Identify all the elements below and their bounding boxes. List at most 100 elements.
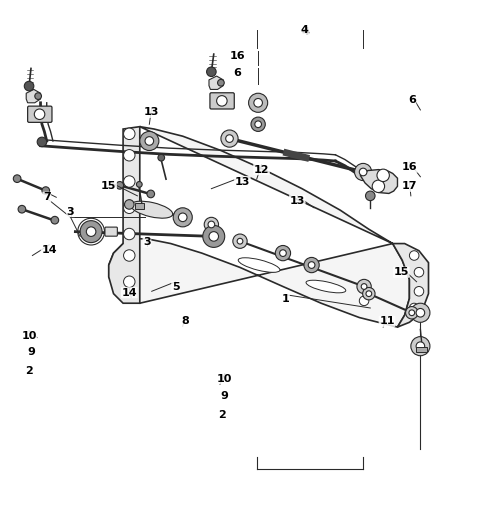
Circle shape — [80, 221, 102, 243]
Circle shape — [361, 284, 367, 289]
Circle shape — [416, 309, 425, 317]
Text: 2: 2 — [218, 410, 226, 421]
Text: 15: 15 — [394, 267, 409, 277]
Circle shape — [174, 211, 184, 221]
Circle shape — [251, 117, 265, 131]
Polygon shape — [360, 170, 397, 194]
Circle shape — [409, 303, 419, 313]
Circle shape — [140, 131, 159, 151]
Text: 3: 3 — [67, 206, 74, 217]
Circle shape — [255, 121, 262, 128]
Ellipse shape — [131, 201, 173, 218]
Circle shape — [226, 135, 233, 143]
Circle shape — [13, 175, 21, 182]
Circle shape — [206, 67, 216, 77]
Circle shape — [409, 310, 415, 316]
Circle shape — [357, 280, 371, 294]
Circle shape — [136, 181, 142, 187]
FancyBboxPatch shape — [105, 227, 117, 236]
Circle shape — [123, 276, 135, 288]
Circle shape — [204, 217, 218, 231]
Text: 14: 14 — [41, 245, 57, 255]
Circle shape — [372, 180, 384, 193]
Text: 4: 4 — [302, 27, 310, 37]
Circle shape — [280, 250, 286, 257]
Circle shape — [363, 288, 375, 300]
Circle shape — [203, 225, 225, 247]
Circle shape — [414, 287, 424, 296]
Circle shape — [221, 130, 238, 147]
Circle shape — [86, 227, 96, 237]
Circle shape — [124, 200, 134, 209]
Circle shape — [158, 154, 165, 161]
Text: 10: 10 — [217, 374, 232, 384]
Text: 1: 1 — [281, 294, 289, 305]
Text: 6: 6 — [408, 96, 416, 105]
Text: 16: 16 — [230, 51, 245, 61]
Circle shape — [355, 164, 372, 180]
Text: 9: 9 — [27, 347, 35, 357]
Text: 13: 13 — [144, 107, 159, 118]
Circle shape — [18, 205, 26, 213]
Circle shape — [35, 93, 41, 100]
Polygon shape — [393, 244, 429, 327]
Circle shape — [147, 190, 155, 198]
Text: 11: 11 — [379, 316, 395, 327]
Text: 3: 3 — [143, 237, 151, 247]
Text: 7: 7 — [43, 192, 50, 202]
Circle shape — [208, 221, 215, 228]
Circle shape — [377, 169, 389, 181]
Text: 2: 2 — [25, 366, 33, 376]
Circle shape — [414, 267, 424, 277]
Circle shape — [409, 251, 419, 260]
Circle shape — [216, 96, 227, 106]
FancyBboxPatch shape — [28, 106, 52, 122]
Text: 12: 12 — [254, 165, 269, 175]
Text: 13: 13 — [235, 176, 250, 187]
Circle shape — [116, 181, 123, 189]
Circle shape — [254, 99, 263, 107]
Circle shape — [34, 109, 45, 120]
Circle shape — [406, 307, 418, 319]
FancyBboxPatch shape — [134, 203, 144, 209]
Circle shape — [123, 228, 135, 240]
FancyBboxPatch shape — [416, 346, 427, 353]
Circle shape — [360, 296, 369, 306]
Circle shape — [233, 234, 247, 248]
Text: 15: 15 — [101, 181, 117, 191]
Circle shape — [237, 238, 243, 244]
Circle shape — [365, 191, 375, 201]
Circle shape — [51, 216, 59, 224]
Text: 10: 10 — [22, 331, 37, 341]
Circle shape — [173, 208, 192, 227]
Polygon shape — [109, 127, 409, 327]
Circle shape — [416, 342, 425, 351]
Text: 14: 14 — [121, 288, 137, 298]
Circle shape — [249, 93, 268, 112]
Circle shape — [276, 245, 290, 261]
Circle shape — [123, 202, 135, 214]
Circle shape — [411, 337, 430, 356]
Circle shape — [123, 128, 135, 140]
Circle shape — [24, 81, 34, 91]
Text: 8: 8 — [181, 316, 189, 327]
Text: 4: 4 — [300, 25, 308, 35]
Circle shape — [209, 231, 218, 241]
Polygon shape — [209, 76, 223, 89]
FancyBboxPatch shape — [210, 93, 234, 109]
Circle shape — [123, 150, 135, 161]
Circle shape — [123, 250, 135, 261]
Circle shape — [145, 136, 154, 145]
Circle shape — [308, 262, 315, 268]
Circle shape — [217, 79, 224, 86]
Text: 13: 13 — [289, 196, 305, 205]
Text: 6: 6 — [234, 68, 241, 78]
Circle shape — [411, 303, 430, 322]
Ellipse shape — [238, 258, 280, 272]
Circle shape — [366, 291, 372, 296]
Text: 17: 17 — [402, 181, 417, 191]
Text: 16: 16 — [402, 162, 417, 172]
Polygon shape — [109, 127, 140, 303]
Circle shape — [42, 187, 49, 194]
Circle shape — [123, 176, 135, 187]
